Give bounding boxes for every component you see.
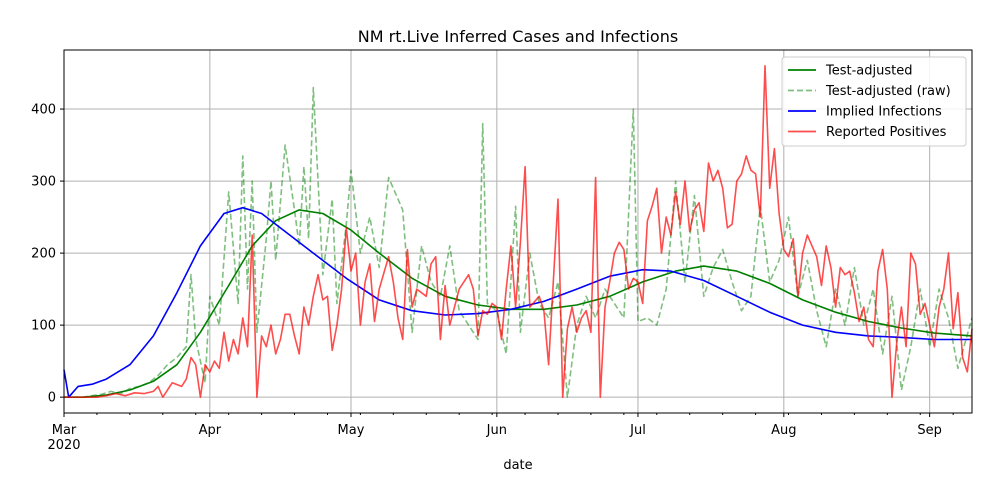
legend-box	[781, 56, 967, 147]
y-tick-label: 100	[31, 319, 56, 334]
x-tick-label: Mar	[52, 423, 77, 438]
y-tick-label: 400	[31, 103, 56, 118]
x-tick-label: Aug	[771, 423, 796, 438]
legend-label: Implied Infections	[826, 105, 942, 120]
legend-label: Test-adjusted (raw)	[825, 84, 951, 99]
legend-label: Test-adjusted	[825, 64, 912, 79]
x-tick-sublabel: 2020	[47, 438, 80, 453]
series-group	[63, 65, 973, 398]
plot-frame	[63, 49, 973, 414]
y-tick-label: 300	[31, 175, 56, 190]
x-axis-label: date	[503, 458, 532, 473]
series-line-reported-positives	[64, 65, 973, 398]
x-tick-label: Sep	[917, 423, 942, 438]
series-line-test-adjusted-raw	[64, 86, 973, 398]
x-tick-label: Jul	[629, 423, 646, 438]
legend: Test-adjusted Test-adjusted (raw) Implied …	[781, 56, 967, 147]
x-tick-label: Apr	[199, 423, 222, 438]
y-tick-label: 0	[48, 391, 56, 406]
series-line-test-adjusted	[64, 209, 973, 398]
y-tick-label: 200	[31, 247, 56, 262]
x-tick-label: Jun	[486, 423, 507, 438]
x-tick-label: May	[338, 423, 365, 438]
legend-label: Reported Positives	[826, 125, 947, 140]
chart-title: NM rt.Live Inferred Cases and Infections	[358, 27, 678, 46]
series-line-implied-infections	[63, 206, 972, 398]
